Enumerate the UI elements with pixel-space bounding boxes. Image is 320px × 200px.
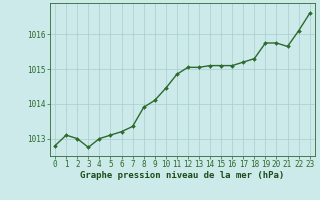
X-axis label: Graphe pression niveau de la mer (hPa): Graphe pression niveau de la mer (hPa): [80, 171, 284, 180]
